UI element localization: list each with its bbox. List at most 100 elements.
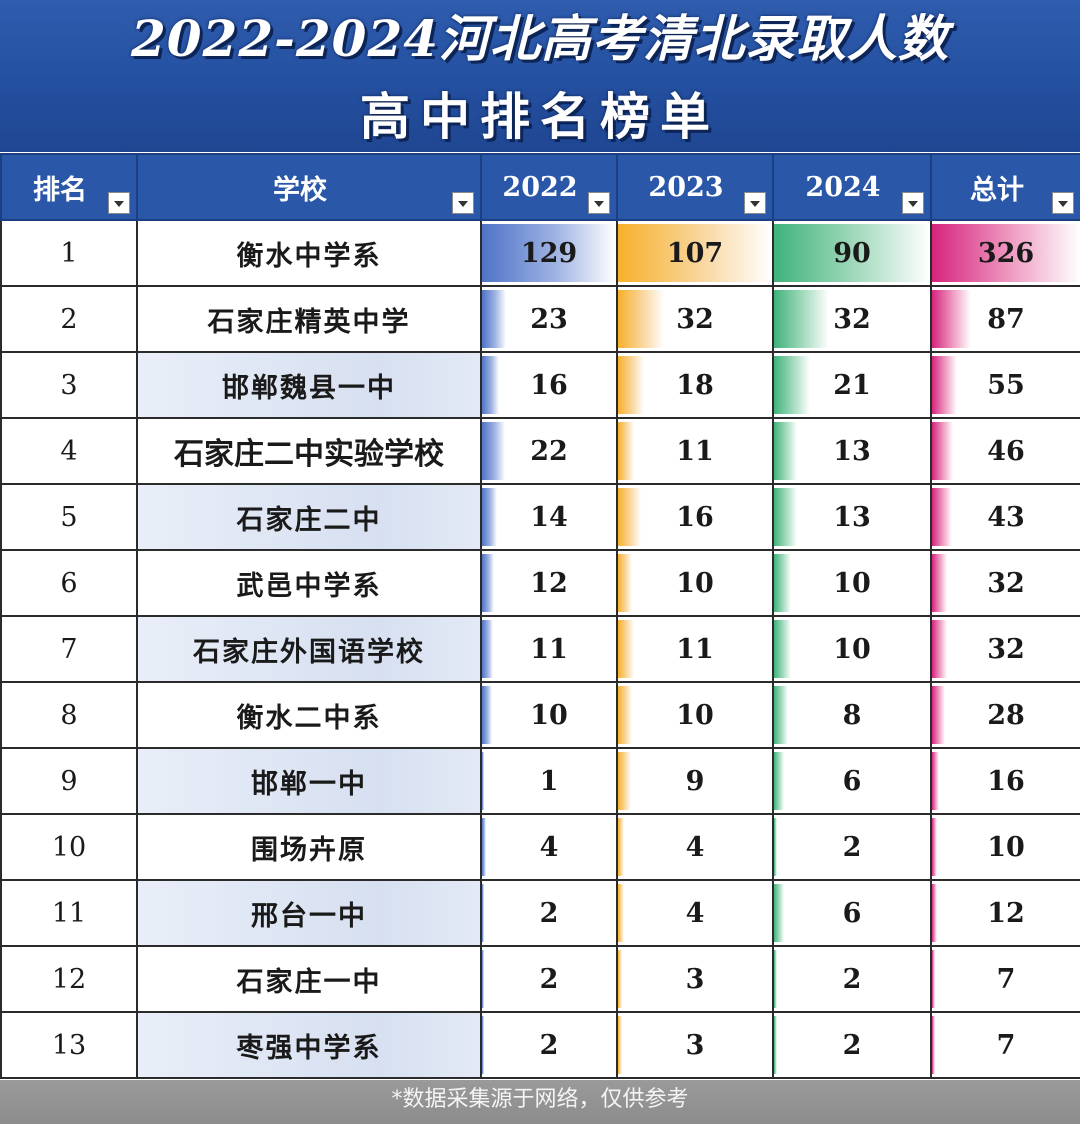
filter-dropdown-icon[interactable] bbox=[902, 192, 924, 214]
total-cell: 32 bbox=[930, 615, 1080, 683]
cell-value: 129 bbox=[520, 237, 578, 269]
cell-value: 326 bbox=[977, 237, 1035, 269]
cell-value: 12 bbox=[530, 567, 568, 599]
cell-value: 90 bbox=[833, 237, 871, 269]
year-2022-cell: 1 bbox=[480, 747, 618, 815]
rank-cell: 9 bbox=[0, 747, 138, 815]
cell-value: 2 bbox=[842, 831, 862, 863]
data-bar bbox=[619, 224, 771, 282]
year-2022-cell: 11 bbox=[480, 615, 618, 683]
cell-value: 16 bbox=[676, 501, 714, 533]
school-cell: 武邑中学系 bbox=[136, 549, 482, 617]
cell-value: 1 bbox=[539, 765, 559, 797]
cell-value: 2 bbox=[539, 1029, 559, 1061]
filter-dropdown-icon[interactable] bbox=[452, 192, 474, 214]
header-total-label: 总计 bbox=[970, 174, 1024, 206]
data-bar bbox=[933, 290, 972, 348]
cell-value: 16 bbox=[530, 369, 568, 401]
cell-value: 6 bbox=[842, 765, 862, 797]
cell-value: 10 bbox=[833, 633, 871, 665]
header-total: 总计 bbox=[930, 153, 1080, 221]
data-bar bbox=[483, 620, 494, 678]
data-bar bbox=[483, 422, 505, 480]
total-cell: 7 bbox=[930, 945, 1080, 1013]
school-cell: 石家庄精英中学 bbox=[136, 285, 482, 353]
data-bar bbox=[775, 950, 778, 1008]
school-cell: 围场卉原 bbox=[136, 813, 482, 881]
cell-value: 23 bbox=[530, 303, 568, 335]
data-bar bbox=[933, 1016, 936, 1074]
data-bar bbox=[619, 620, 634, 678]
header-2024-label: 2024 bbox=[805, 171, 881, 203]
data-bar bbox=[775, 224, 929, 282]
cell-value: 18 bbox=[676, 369, 714, 401]
rank-cell: 13 bbox=[0, 1011, 138, 1079]
cell-value: 10 bbox=[833, 567, 871, 599]
cell-value: 32 bbox=[676, 303, 714, 335]
filter-dropdown-icon[interactable] bbox=[588, 192, 610, 214]
title-banner: 2022-2024河北高考清北录取人数 高中排名榜单 bbox=[0, 0, 1080, 152]
cell-value: 10 bbox=[530, 699, 568, 731]
data-bar bbox=[483, 818, 487, 876]
header-2024: 2024 bbox=[772, 153, 932, 221]
ranking-table-body: 1 衡水中学系 129 107 90 326 2 石家庄精英中学 23 32 32 87 3 邯郸魏县一中… bbox=[0, 219, 1080, 1079]
cell-value: 87 bbox=[987, 303, 1025, 335]
filter-dropdown-icon[interactable] bbox=[1052, 192, 1074, 214]
data-bar bbox=[933, 884, 938, 942]
year-2024-cell: 2 bbox=[772, 813, 932, 881]
cell-value: 107 bbox=[666, 237, 724, 269]
filter-dropdown-icon[interactable] bbox=[108, 192, 130, 214]
year-2023-cell: 10 bbox=[616, 681, 774, 749]
data-bar bbox=[933, 752, 940, 810]
header-rank-label: 排名 bbox=[33, 174, 87, 206]
year-2023-cell: 3 bbox=[616, 945, 774, 1013]
data-bar bbox=[775, 818, 778, 876]
school-cell: 衡水二中系 bbox=[136, 681, 482, 749]
year-2023-cell: 18 bbox=[616, 351, 774, 419]
table-row: 4 石家庄二中实验学校 22 11 13 46 bbox=[0, 417, 1080, 485]
year-2022-cell: 2 bbox=[480, 1011, 618, 1079]
total-cell: 10 bbox=[930, 813, 1080, 881]
year-2022-cell: 22 bbox=[480, 417, 618, 485]
cell-value: 6 bbox=[842, 897, 862, 929]
total-cell: 7 bbox=[930, 1011, 1080, 1079]
cell-value: 2 bbox=[842, 963, 862, 995]
page-title: 2022-2024河北高考清北录取人数 bbox=[130, 9, 950, 68]
year-2023-cell: 11 bbox=[616, 615, 774, 683]
table-row: 5 石家庄二中 14 16 13 43 bbox=[0, 483, 1080, 551]
table-row: 6 武邑中学系 12 10 10 32 bbox=[0, 549, 1080, 617]
cell-value: 13 bbox=[833, 435, 871, 467]
data-bar bbox=[775, 356, 811, 414]
filter-dropdown-icon[interactable] bbox=[744, 192, 766, 214]
cell-value: 22 bbox=[530, 435, 568, 467]
school-cell: 邯郸魏县一中 bbox=[136, 351, 482, 419]
school-cell: 枣强中学系 bbox=[136, 1011, 482, 1079]
cell-value: 10 bbox=[676, 567, 714, 599]
header-rank: 排名 bbox=[0, 153, 138, 221]
rank-cell: 1 bbox=[0, 219, 138, 287]
page-subtitle: 高中排名榜单 bbox=[360, 87, 720, 146]
rank-cell: 3 bbox=[0, 351, 138, 419]
rank-cell: 2 bbox=[0, 285, 138, 353]
total-cell: 43 bbox=[930, 483, 1080, 551]
cell-value: 32 bbox=[987, 633, 1025, 665]
data-bar bbox=[933, 620, 947, 678]
cell-value: 32 bbox=[987, 567, 1025, 599]
data-bar bbox=[619, 686, 633, 744]
cell-value: 2 bbox=[539, 963, 559, 995]
total-cell: 55 bbox=[930, 351, 1080, 419]
rank-cell: 4 bbox=[0, 417, 138, 485]
cell-value: 2 bbox=[539, 897, 559, 929]
year-2023-cell: 11 bbox=[616, 417, 774, 485]
data-bar bbox=[933, 818, 937, 876]
header-school: 学校 bbox=[136, 153, 482, 221]
year-2024-cell: 2 bbox=[772, 945, 932, 1013]
data-bar bbox=[933, 950, 936, 1008]
year-2022-cell: 4 bbox=[480, 813, 618, 881]
header-2023: 2023 bbox=[616, 153, 774, 221]
total-cell: 28 bbox=[930, 681, 1080, 749]
year-2023-cell: 9 bbox=[616, 747, 774, 815]
table-row: 10 围场卉原 4 4 2 10 bbox=[0, 813, 1080, 881]
cell-value: 28 bbox=[987, 699, 1025, 731]
cell-value: 16 bbox=[987, 765, 1025, 797]
